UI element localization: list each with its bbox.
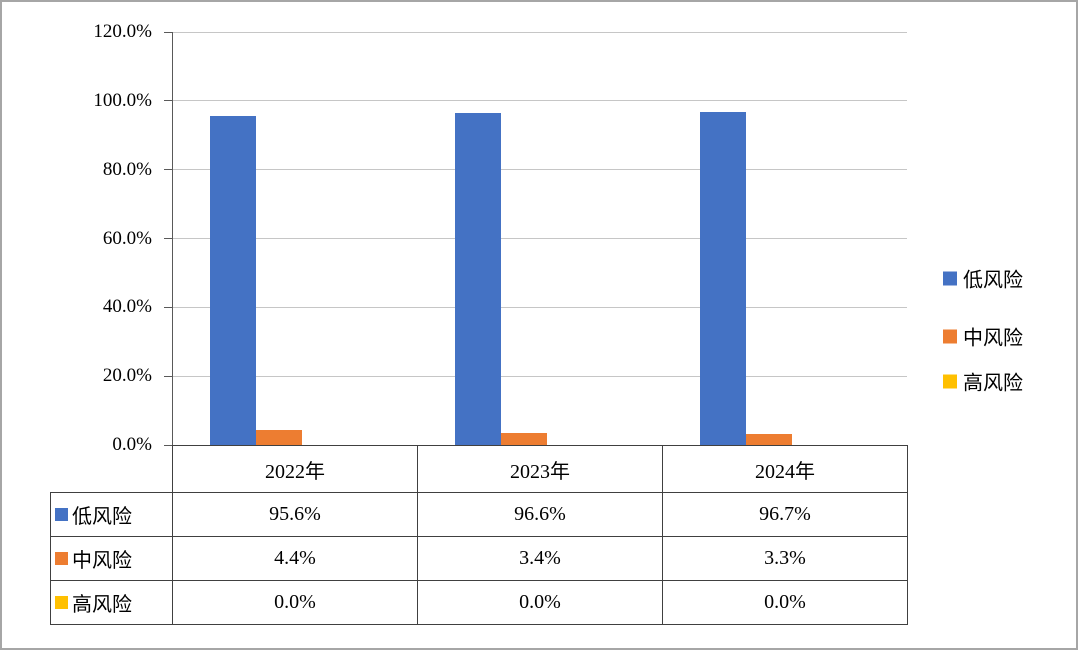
legend-swatch bbox=[943, 329, 957, 343]
bar-series1-cat1 bbox=[501, 433, 547, 445]
table-value-cell: 0.0% bbox=[172, 580, 418, 625]
y-axis-tick-label: 60.0% bbox=[102, 227, 152, 249]
series-name: 低风险 bbox=[72, 506, 132, 528]
category-label-1: 2023年 bbox=[417, 445, 663, 493]
table-corner-blank bbox=[51, 446, 173, 493]
category-label-2: 2024年 bbox=[662, 445, 908, 493]
series-row-header-0: 低风险 bbox=[50, 492, 173, 537]
y-axis-tick-label: 20.0% bbox=[102, 365, 152, 387]
y-axis-tick-label: 40.0% bbox=[102, 296, 152, 318]
legend-item-series2: 高风险 bbox=[943, 367, 1023, 396]
y-axis-tick bbox=[164, 444, 172, 446]
y-axis-tick bbox=[164, 169, 172, 171]
y-axis-tick-label: 120.0% bbox=[93, 21, 152, 42]
legend-label: 高风险 bbox=[963, 372, 1023, 395]
legend-label: 低风险 bbox=[963, 269, 1023, 292]
gridline bbox=[172, 306, 907, 308]
y-axis-tick-label: 0.0% bbox=[112, 434, 152, 455]
y-axis-tick bbox=[164, 100, 172, 102]
gridline bbox=[172, 238, 907, 239]
gridline bbox=[172, 31, 907, 33]
bar-series1-cat2 bbox=[746, 434, 792, 445]
table-value-cell: 3.3% bbox=[662, 536, 908, 581]
legend-item-series1: 中风险 bbox=[943, 322, 1023, 351]
legend-swatch bbox=[943, 271, 957, 285]
gridline bbox=[172, 100, 907, 102]
bar-series0-cat2 bbox=[700, 112, 746, 445]
y-axis-tick-label: 80.0% bbox=[102, 158, 152, 180]
series-swatch bbox=[55, 596, 68, 609]
bar-series0-cat1 bbox=[455, 113, 501, 445]
legend-label: 中风险 bbox=[963, 327, 1023, 350]
y-axis-tick bbox=[164, 306, 172, 308]
series-row-header-1: 中风险 bbox=[50, 536, 173, 581]
table-value-cell: 4.4% bbox=[172, 536, 418, 581]
bar-series1-cat0 bbox=[256, 430, 302, 445]
table-value-cell: 96.7% bbox=[662, 492, 908, 537]
y-axis-tick bbox=[164, 375, 172, 377]
series-swatch bbox=[55, 552, 68, 565]
table-value-cell: 95.6% bbox=[172, 492, 418, 537]
series-name: 中风险 bbox=[72, 550, 132, 572]
series-swatch bbox=[55, 508, 68, 521]
category-label-0: 2022年 bbox=[172, 445, 418, 493]
legend-swatch bbox=[943, 374, 957, 388]
data-table: 2022年 2023年 2024年低风险 95.6% 96.6% 96.7% 中风险 4.4%… bbox=[50, 445, 908, 625]
series-row-header-inner: 中风险 bbox=[55, 544, 172, 573]
gridline bbox=[172, 169, 907, 171]
y-axis-tick bbox=[164, 31, 172, 33]
series-name: 高风险 bbox=[72, 594, 132, 616]
y-axis-tick bbox=[164, 238, 172, 239]
gridline bbox=[172, 375, 907, 377]
table-value-cell: 0.0% bbox=[662, 580, 908, 625]
table-value-cell: 96.6% bbox=[417, 492, 663, 537]
bar-series0-cat0 bbox=[210, 116, 256, 445]
series-row-header-inner: 低风险 bbox=[55, 500, 172, 529]
y-axis-tick-label: 100.0% bbox=[93, 89, 152, 111]
legend-item-series0: 低风险 bbox=[943, 264, 1023, 293]
y-axis-line bbox=[172, 32, 173, 445]
series-row-header-2: 高风险 bbox=[50, 580, 173, 625]
table-value-cell: 0.0% bbox=[417, 580, 663, 625]
series-row-header-inner: 高风险 bbox=[55, 588, 172, 617]
table-value-cell: 3.4% bbox=[417, 536, 663, 581]
